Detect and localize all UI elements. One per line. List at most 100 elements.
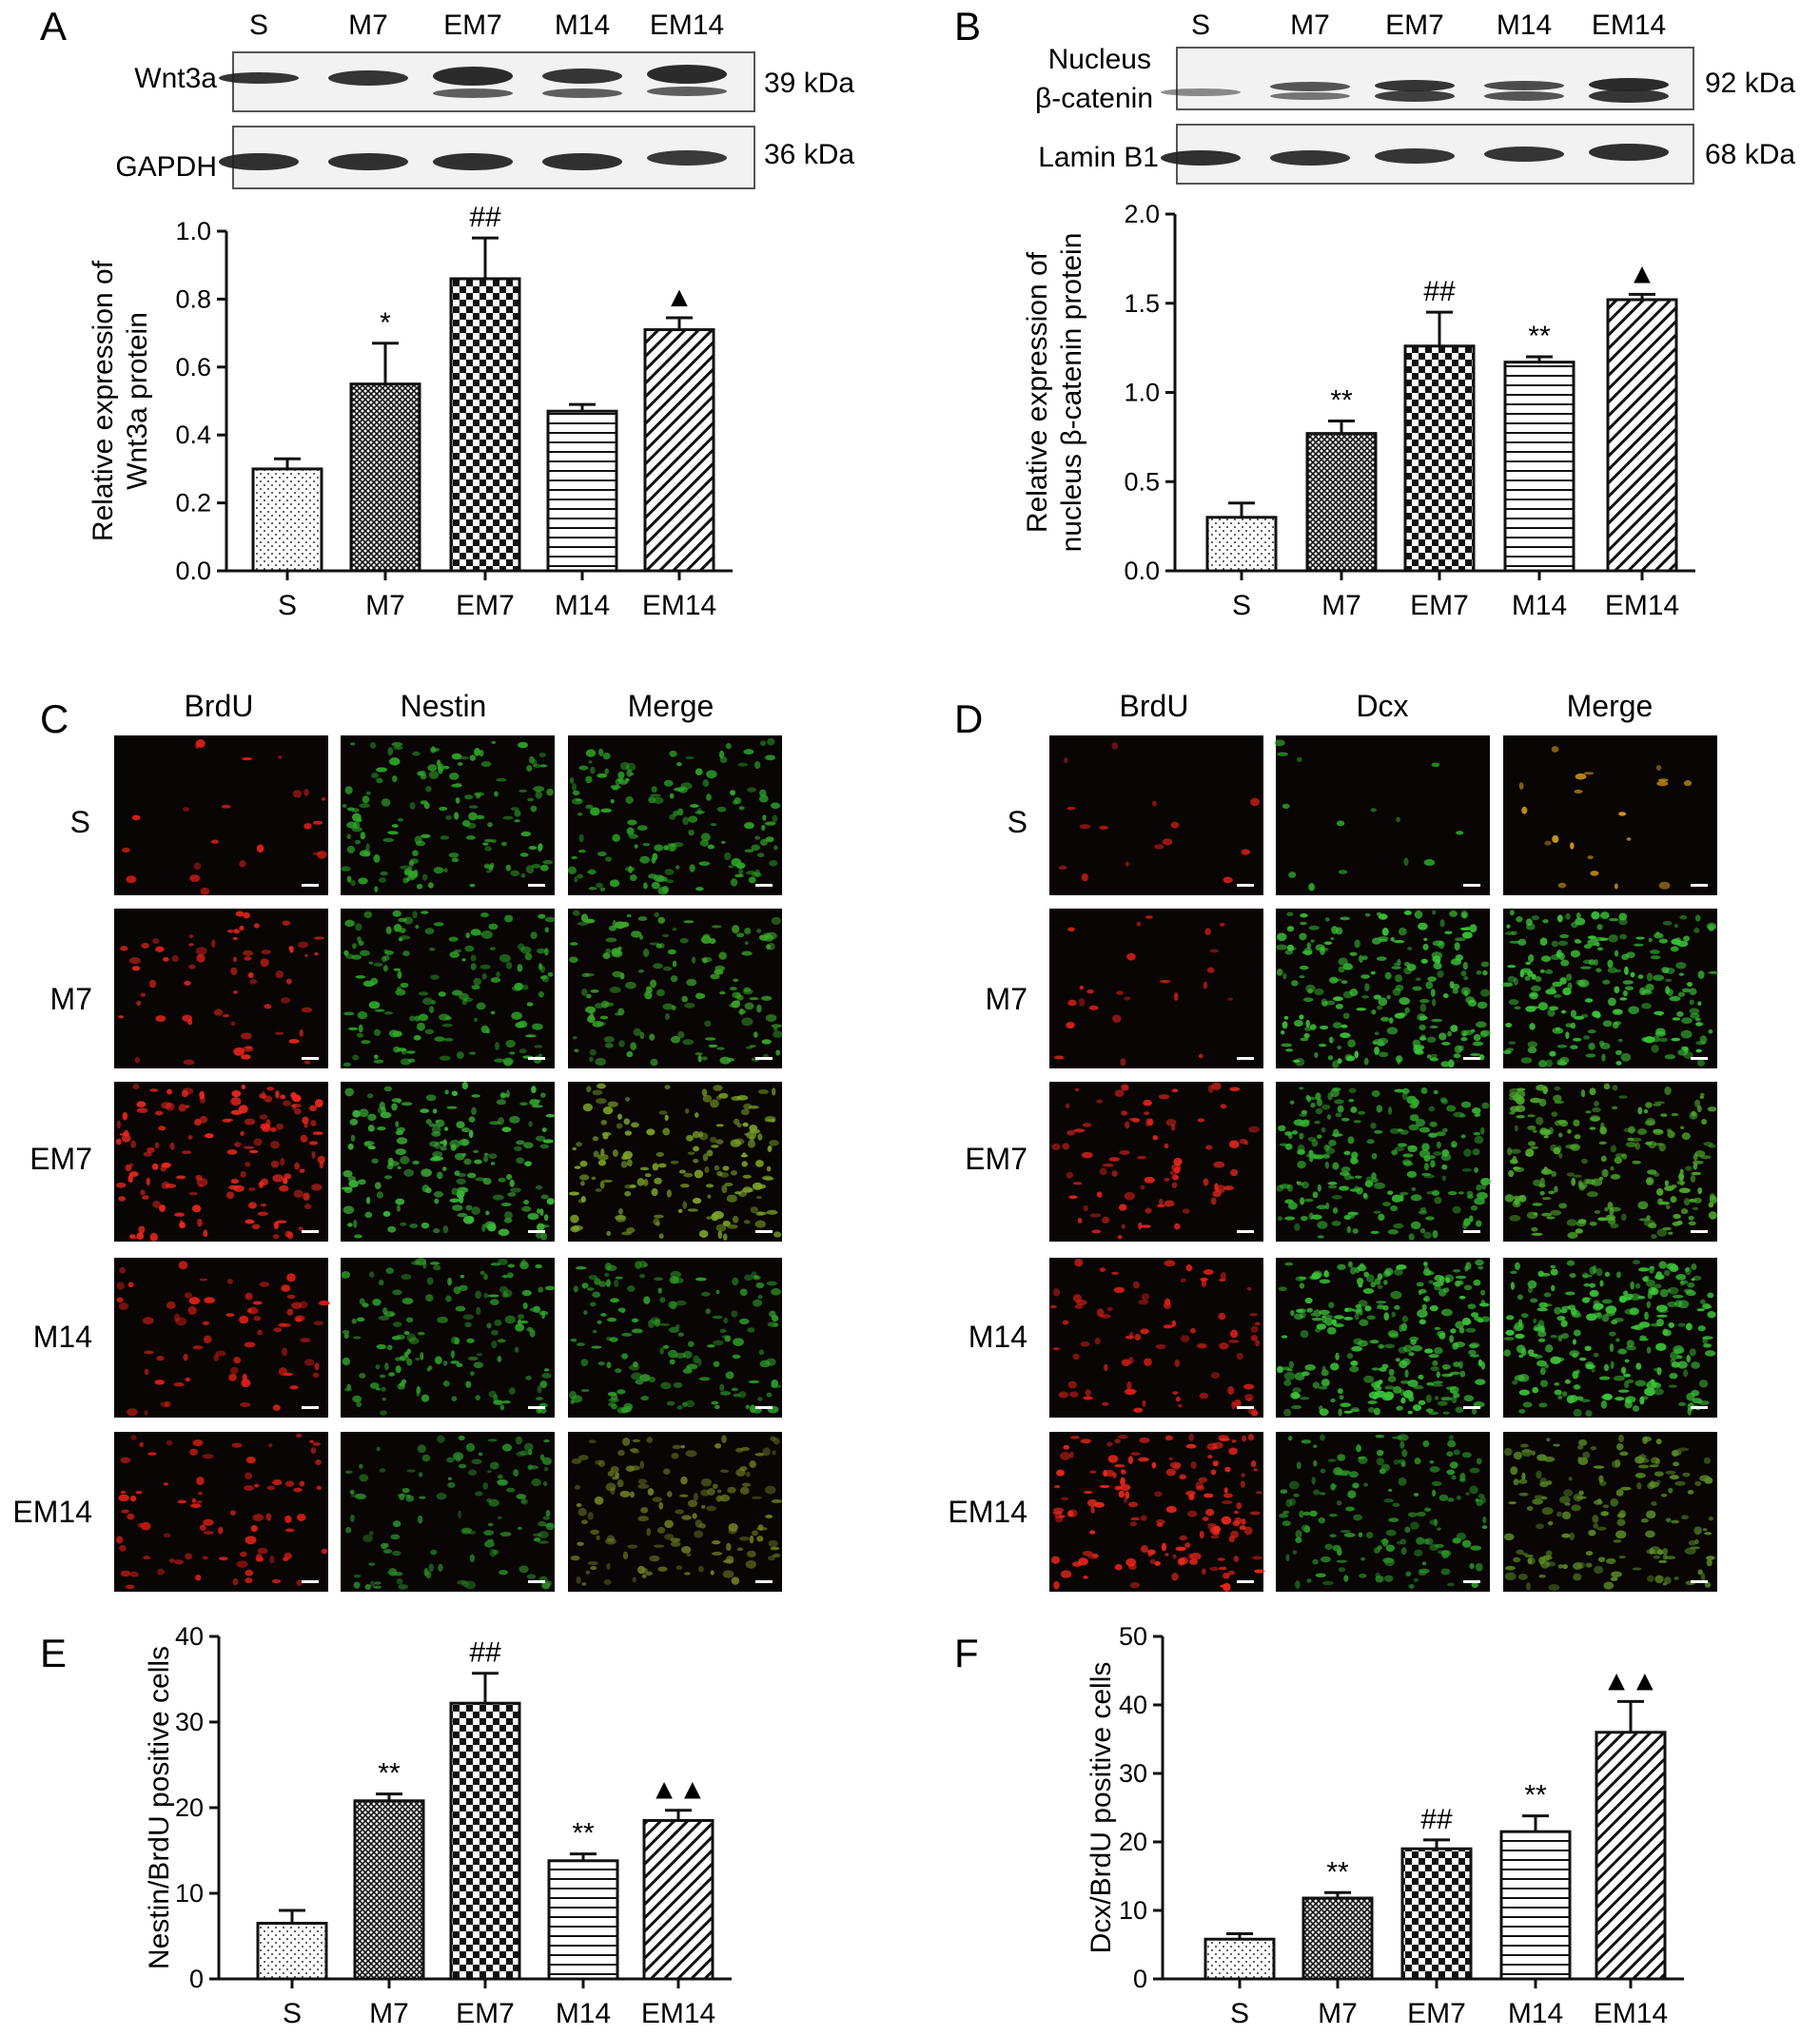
cell-signal: [1656, 1188, 1664, 1196]
cell-signal: [712, 1210, 724, 1220]
micrograph-tile: [1276, 909, 1492, 1069]
cell-signal: [1504, 931, 1516, 935]
cell-signal: [1569, 1350, 1580, 1357]
bar: [1499, 1830, 1572, 1981]
cell-signal: [752, 1299, 763, 1307]
cell-signal: [1438, 1494, 1449, 1501]
cell-signal: [541, 1581, 551, 1590]
cell-signal: [710, 823, 717, 827]
x-tick-label: M14: [1512, 590, 1567, 621]
cell-signal: [373, 1059, 384, 1064]
blot-band: [1375, 148, 1455, 164]
cell-signal: [622, 1551, 629, 1560]
cell-signal: [675, 1300, 687, 1306]
cell-signal: [1408, 1233, 1415, 1241]
cell-signal: [616, 1113, 622, 1120]
cell-signal: [657, 886, 669, 895]
cell-signal: [1695, 1048, 1702, 1053]
cell-signal: [721, 1435, 727, 1444]
cell-signal: [734, 992, 742, 999]
cell-signal: [1609, 1343, 1615, 1352]
cell-signal: [344, 1087, 354, 1097]
cell-signal: [1508, 1501, 1517, 1505]
cell-signal: [1579, 1399, 1591, 1402]
cell-signal: [1420, 1087, 1428, 1094]
cell-signal: [1113, 1463, 1125, 1468]
cell-signal: [154, 1110, 164, 1116]
cell-signal: [695, 1052, 703, 1056]
cell-signal: [684, 1002, 695, 1008]
cell-signal: [464, 1321, 472, 1328]
cell-signal: [461, 1139, 468, 1146]
cell-signal: [590, 807, 600, 816]
cell-signal: [456, 1362, 463, 1367]
cell-signal: [1705, 1556, 1715, 1560]
cell-signal: [1398, 1346, 1407, 1354]
cell-signal: [723, 852, 732, 861]
cell-signal: [1282, 803, 1290, 809]
cell-signal: [118, 1015, 125, 1019]
cell-signal: [1189, 1558, 1198, 1565]
cell-signal: [232, 1578, 239, 1586]
cell-signal: [540, 1194, 549, 1200]
cell-signal: [1669, 1351, 1679, 1361]
cell-signal: [1406, 1170, 1418, 1178]
cell-signal: [586, 993, 592, 999]
cell-signal: [497, 1339, 506, 1343]
cell-signal: [1334, 1099, 1344, 1105]
cell-signal: [1108, 1157, 1121, 1162]
cell-signal: [747, 1140, 755, 1148]
cell-signal: [1516, 1344, 1526, 1354]
cell-signal: [653, 1214, 664, 1219]
cell-signal: [1655, 764, 1662, 771]
cell-signal: [461, 1127, 470, 1133]
cell-signal: [1105, 1469, 1115, 1478]
cell-signal: [589, 1009, 596, 1013]
cell-signal: [767, 1321, 779, 1327]
cell-signal: [1627, 1137, 1634, 1142]
cell-signal: [1526, 1582, 1531, 1591]
cell-signal: [428, 771, 440, 779]
cell-signal: [1514, 1262, 1520, 1270]
cell-signal: [619, 1490, 631, 1498]
cell-signal: [1479, 989, 1491, 997]
cell-signal: [1124, 1192, 1135, 1201]
cell-signal: [367, 1125, 375, 1132]
cell-signal: [1313, 1309, 1321, 1318]
cell-signal: [1251, 1556, 1263, 1560]
cell-signal: [425, 1094, 437, 1102]
cell-signal: [1516, 1114, 1525, 1119]
cell-signal: [676, 1405, 683, 1410]
cell-signal: [713, 1361, 720, 1367]
cell-signal: [745, 1471, 751, 1478]
cell-signal: [649, 1555, 660, 1562]
cell-signal: [707, 1488, 715, 1496]
cell-signal: [1575, 1496, 1587, 1499]
cell-signal: [1503, 1337, 1515, 1341]
cell-signal: [309, 1439, 314, 1443]
cell-signal: [656, 1152, 665, 1157]
cell-signal: [1463, 989, 1469, 997]
cell-signal: [631, 1328, 643, 1334]
cell-signal: [347, 1027, 359, 1030]
cell-signal: [191, 1204, 202, 1213]
cell-signal: [1540, 1168, 1553, 1175]
x-tick-label: M14: [555, 590, 610, 621]
cell-signal: [686, 978, 697, 987]
cell-signal: [672, 928, 677, 931]
cell-signal: [1614, 1021, 1622, 1026]
cell-signal: [1566, 1219, 1577, 1226]
cell-signal: [1572, 1562, 1583, 1570]
cell-signal: [1138, 1299, 1149, 1305]
cell-signal: [1118, 1490, 1125, 1498]
scale-bar: [755, 1406, 773, 1409]
cell-signal: [711, 1400, 719, 1405]
cell-signal: [1480, 1177, 1491, 1185]
cell-signal: [698, 1377, 711, 1381]
cell-signal: [380, 1111, 392, 1119]
cell-signal: [729, 1003, 737, 1008]
grid-c-row-header: M7: [50, 982, 92, 1016]
cell-signal: [526, 765, 533, 772]
cell-signal: [1132, 1281, 1140, 1289]
cell-signal: [581, 1582, 587, 1586]
